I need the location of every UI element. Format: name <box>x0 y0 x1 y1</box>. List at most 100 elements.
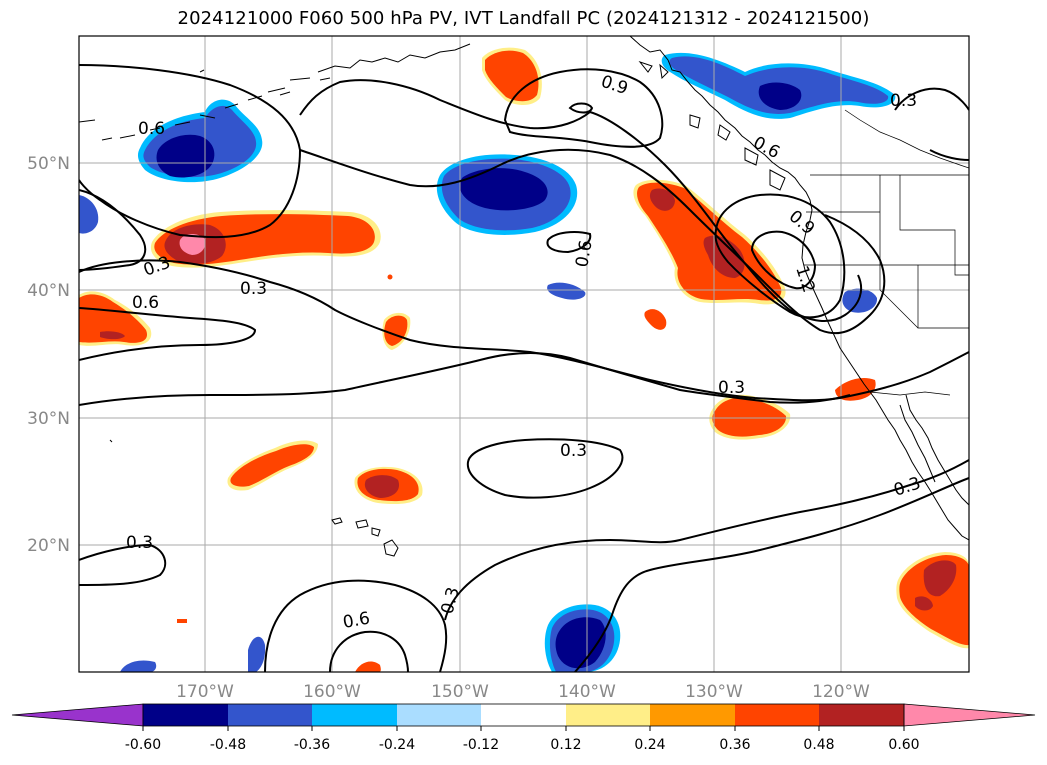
colorbar-segment <box>143 704 228 726</box>
lat-label-40n: 40°N <box>27 281 70 301</box>
shade-blob <box>547 282 586 300</box>
latitude-labels: 50°N 40°N 30°N 20°N <box>27 154 70 556</box>
map-content: 0.6 0.9 0.3 0.6 0.9 1.2 0.3 0.6 0.3 0.3 … <box>79 36 969 672</box>
pv-positive-shading <box>79 47 969 672</box>
colorbar-tick-label: 0.48 <box>803 737 834 753</box>
lon-label-170w: 170°W <box>176 682 234 702</box>
colorbar-tick-label: -0.60 <box>125 737 161 753</box>
borders <box>804 109 969 396</box>
shade-blob <box>230 444 314 487</box>
contour-label: 0.6 <box>138 119 165 139</box>
contour-line <box>444 459 969 621</box>
colorbar-tick-label: 0.60 <box>888 737 919 753</box>
border-us-mexico <box>869 391 951 396</box>
colorbar-tick-label: 0.24 <box>634 737 665 753</box>
contour-line <box>714 193 846 319</box>
contour-line <box>574 477 969 672</box>
colorbar-tick-label: -0.48 <box>210 737 246 753</box>
coastline-bc <box>629 36 969 541</box>
contour-label: 0.6 <box>132 293 159 313</box>
contour-label: 0.3 <box>240 279 267 299</box>
colorbar: -0.60 -0.48 -0.36 -0.24 -0.12 0.12 0.24 … <box>11 703 1036 753</box>
contour-line <box>79 543 167 586</box>
shade-blob <box>923 560 957 597</box>
map-frame <box>78 35 970 673</box>
shade-blob <box>248 636 266 672</box>
colorbar-tick-label: -0.36 <box>294 737 330 753</box>
figure-title: 2024121000 F060 500 hPa PV, IVT Landfall… <box>177 8 870 29</box>
colorbar-tick-label: 0.12 <box>550 737 581 753</box>
lon-label-120w: 120°W <box>812 682 870 702</box>
colorbar-tick-label: 0.36 <box>719 737 750 753</box>
shade-blob <box>384 315 408 346</box>
contour-label: 0.6 <box>341 609 371 633</box>
lon-label-160w: 160°W <box>303 682 361 702</box>
shade-blob <box>459 168 548 211</box>
contour-line <box>750 230 817 290</box>
contour-line <box>589 111 863 322</box>
lat-label-50n: 50°N <box>27 154 70 174</box>
contour-line <box>894 87 969 161</box>
colorbar-segment <box>735 704 819 726</box>
coastlines <box>79 36 969 557</box>
border-alaska <box>844 109 969 169</box>
border-ca-nv <box>879 265 919 329</box>
coastline-baja <box>899 394 969 506</box>
shade-blob <box>555 617 606 669</box>
contour-line <box>79 351 851 406</box>
colorbar-ticks <box>142 726 905 731</box>
contour-line <box>568 102 594 114</box>
shade-blob <box>120 660 157 672</box>
coastline-alaska <box>79 43 471 141</box>
colorbar-segment <box>650 704 735 726</box>
contour-line <box>299 148 886 335</box>
lon-label-140w: 140°W <box>558 682 616 702</box>
colorbar-tick-label: -0.12 <box>463 737 499 753</box>
contour-labels: 0.6 0.9 0.3 0.6 0.9 1.2 0.3 0.6 0.3 0.3 … <box>126 72 923 633</box>
colorbar-segment <box>312 704 397 726</box>
shade-blob <box>758 82 802 110</box>
contour-label: 0.3 <box>560 441 587 461</box>
shade-blob <box>485 50 539 102</box>
shade-blob <box>364 475 400 498</box>
shade-blob <box>100 331 125 340</box>
shade-blob <box>712 397 787 437</box>
colorbar-segment <box>481 704 566 726</box>
border-idaho <box>899 175 969 276</box>
shade-blob <box>79 195 99 234</box>
longitude-labels: 170°W 160°W 150°W 140°W 130°W 120°W <box>176 682 870 702</box>
contour-line <box>329 630 409 672</box>
contour-line <box>299 79 591 130</box>
contour-line <box>79 307 257 361</box>
shade-blob <box>915 596 933 611</box>
colorbar-segment <box>228 704 312 726</box>
contour-line <box>503 68 664 148</box>
shade-blob <box>842 288 878 313</box>
contour-line <box>466 438 624 499</box>
colorbar-segment <box>819 704 904 726</box>
colorbar-frame <box>142 703 905 727</box>
shade-blob <box>79 294 148 343</box>
shade-blob <box>156 134 215 178</box>
coastline-hawaii <box>331 517 399 557</box>
ivt-contours <box>79 64 969 672</box>
lat-label-30n: 30°N <box>27 409 70 429</box>
coastline-atolls <box>109 69 205 443</box>
lon-label-150w: 150°W <box>431 682 489 702</box>
contour-label: 0.6 <box>572 239 596 269</box>
colorbar-extend-max <box>903 703 1036 727</box>
colorbar-tick-label: -0.24 <box>379 737 415 753</box>
shade-blob <box>355 661 381 672</box>
shade-dot <box>177 619 187 623</box>
lat-label-20n: 20°N <box>27 536 70 556</box>
contour-label: 0.3 <box>718 378 745 398</box>
shade-blob <box>644 309 667 330</box>
contour-label: 0.3 <box>890 91 917 111</box>
shade-blob <box>649 188 675 211</box>
colorbar-segment <box>397 704 481 726</box>
shade-blob <box>835 378 876 401</box>
contour-line <box>546 231 592 254</box>
colorbar-extend-min <box>11 703 144 727</box>
